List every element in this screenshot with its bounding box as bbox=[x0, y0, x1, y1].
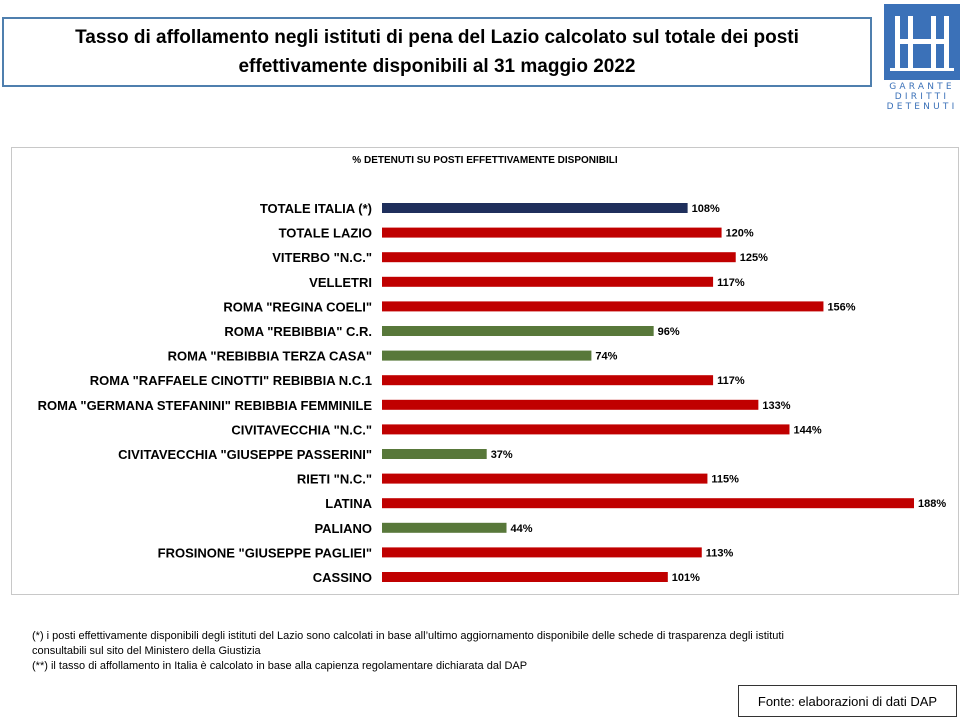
category-label: CASSINO bbox=[313, 570, 372, 585]
logo-text-line-3: DETENUTI bbox=[886, 102, 958, 112]
category-label: FROSINONE "GIUSEPPE PAGLIEI" bbox=[158, 545, 372, 560]
category-label: LATINA bbox=[325, 496, 372, 511]
category-label: TOTALE LAZIO bbox=[279, 226, 372, 241]
data-label: 117% bbox=[717, 375, 745, 387]
data-label: 188% bbox=[918, 498, 946, 510]
bar bbox=[382, 547, 702, 558]
data-label: 125% bbox=[740, 252, 768, 264]
logo-mark bbox=[884, 4, 960, 80]
category-label: CIVITAVECCHIA "N.C." bbox=[231, 422, 372, 437]
bar-chart: TOTALE ITALIA (*) 108% TOTALE LAZIO 120% VIT… bbox=[38, 201, 947, 585]
data-label: 101% bbox=[672, 572, 700, 584]
data-label: 44% bbox=[511, 523, 533, 535]
source-text: Fonte: elaborazioni di dati DAP bbox=[757, 693, 938, 709]
footnotes: (*) i posti effettivamente disponibili d… bbox=[32, 629, 932, 674]
data-label: 108% bbox=[692, 203, 720, 215]
chart-title: % DETENUTI SU POSTI EFFETTIVAMENTE DISPO… bbox=[352, 155, 618, 166]
title-line-1: Tasso di affollamento negli istituti di … bbox=[75, 27, 799, 48]
logo-symbol-icon bbox=[890, 16, 954, 71]
data-label: 133% bbox=[762, 400, 790, 412]
data-label: 74% bbox=[595, 351, 617, 363]
category-label: ROMA "GERMANA STEFANINI" REBIBBIA FEMMIN… bbox=[38, 398, 373, 413]
footnote-line-3: (**) il tasso di affollamento in Italia … bbox=[32, 660, 528, 672]
category-label: CIVITAVECCHIA "GIUSEPPE PASSERINI" bbox=[118, 447, 372, 462]
bar bbox=[382, 227, 722, 238]
source-box: Fonte: elaborazioni di dati DAP bbox=[738, 685, 957, 717]
garante-logo: GARANTE DIRITTI DETENUTI bbox=[884, 4, 960, 112]
data-label: 144% bbox=[793, 424, 821, 436]
bar bbox=[382, 473, 708, 484]
bar bbox=[382, 522, 507, 533]
category-label: RIETI "N.C." bbox=[297, 472, 372, 487]
bar bbox=[382, 252, 736, 263]
bar bbox=[382, 350, 592, 361]
data-label: 156% bbox=[827, 301, 855, 313]
bar bbox=[382, 424, 790, 435]
bar bbox=[382, 326, 654, 336]
logo-text-line-2: DIRITTI bbox=[894, 92, 950, 102]
data-label: 96% bbox=[658, 326, 680, 338]
chart-frame: % DETENUTI SU POSTI EFFETTIVAMENTE DISPO… bbox=[11, 147, 959, 595]
footnote-line-1: (*) i posti effettivamente disponibili d… bbox=[32, 630, 784, 642]
bar bbox=[382, 572, 668, 582]
bar bbox=[382, 301, 824, 312]
footnote-line-2: consultabili sul sito del Ministero dell… bbox=[32, 645, 261, 657]
bar bbox=[382, 498, 914, 509]
bar bbox=[382, 276, 714, 287]
bar bbox=[382, 449, 487, 459]
title-line-2: effettivamente disponibili al 31 maggio … bbox=[238, 56, 636, 77]
data-label: 115% bbox=[711, 474, 739, 486]
category-label: VELLETRI bbox=[309, 275, 372, 290]
logo-text-line-1: GARANTE bbox=[889, 82, 955, 92]
category-label: ROMA "RAFFAELE CINOTTI" REBIBBIA N.C.1 bbox=[90, 373, 372, 388]
bar bbox=[382, 375, 714, 386]
data-label: 113% bbox=[706, 547, 734, 559]
title-box: Tasso di affollamento negli istituti di … bbox=[2, 17, 872, 87]
category-label: VITERBO "N.C." bbox=[272, 250, 372, 265]
data-label: 117% bbox=[717, 277, 745, 289]
category-label: ROMA "REBIBBIA" C.R. bbox=[224, 324, 372, 339]
category-label: ROMA "REGINA COELI" bbox=[223, 299, 372, 314]
page-title: Tasso di affollamento negli istituti di … bbox=[27, 23, 847, 81]
category-label: TOTALE ITALIA (*) bbox=[260, 201, 372, 216]
bar bbox=[382, 399, 759, 410]
bar bbox=[382, 203, 688, 213]
data-label: 37% bbox=[491, 449, 513, 461]
category-label: ROMA "REBIBBIA TERZA CASA" bbox=[168, 349, 372, 364]
data-label: 120% bbox=[726, 228, 754, 240]
category-label: PALIANO bbox=[314, 521, 372, 536]
